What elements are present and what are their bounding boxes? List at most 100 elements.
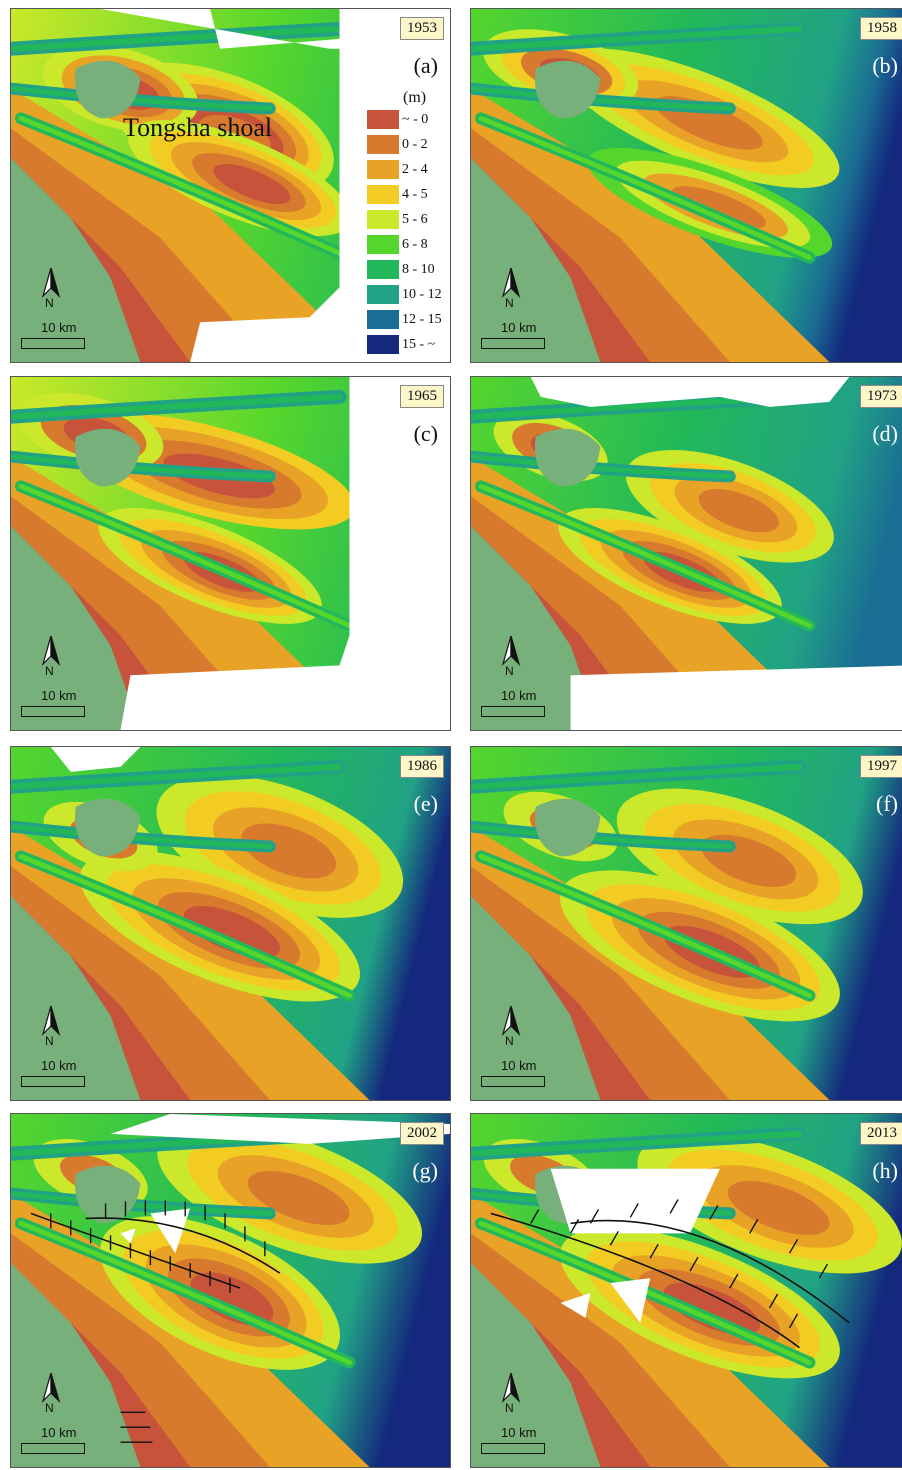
north-arrow-icon bbox=[501, 1372, 521, 1404]
legend-swatch bbox=[367, 285, 399, 304]
dike-line bbox=[85, 1217, 281, 1274]
panel-letter: (e) bbox=[413, 791, 438, 816]
map-panel-1953: 1953 (a) Tongsha shoal (m) ~ - 0 0 - 2 2 -… bbox=[10, 8, 451, 363]
groin-tick bbox=[530, 1209, 540, 1224]
legend-label: 12 - 15 bbox=[402, 311, 442, 327]
north-arrow: N bbox=[499, 1371, 523, 1419]
scale-label: 10 km bbox=[41, 688, 77, 703]
legend-label: 8 - 10 bbox=[402, 261, 435, 277]
north-arrow-icon bbox=[41, 1372, 61, 1404]
north-label: N bbox=[505, 664, 514, 678]
shoal-zone bbox=[698, 489, 779, 533]
no-data-area bbox=[530, 377, 850, 407]
bathymetry-svg bbox=[471, 747, 902, 1100]
legend-label: 2 - 4 bbox=[402, 161, 428, 177]
legend-item: 5 - 6 bbox=[367, 207, 450, 232]
scale-bar: 10 km bbox=[481, 1058, 551, 1092]
groin-tick bbox=[629, 1203, 639, 1218]
north-label: N bbox=[45, 1401, 54, 1415]
groin-tick bbox=[669, 1199, 679, 1214]
south-channel bbox=[18, 853, 352, 999]
south-channel bbox=[18, 483, 352, 629]
north-channel bbox=[11, 393, 343, 420]
north-arrow: N bbox=[499, 634, 523, 682]
north-arrow-icon bbox=[41, 1005, 61, 1037]
middle-channel bbox=[471, 86, 733, 111]
map-panel-1997: 1997 (f) N 10 km bbox=[470, 746, 902, 1101]
depth-legend: (m) ~ - 0 0 - 2 2 - 4 4 - 5 5 - 6 6 - 8 8 - 10… bbox=[367, 89, 450, 357]
map-panel-1965: 1965 (c) N 10 km bbox=[10, 376, 451, 731]
north-label: N bbox=[505, 1401, 514, 1415]
shoal-zone bbox=[247, 1171, 350, 1225]
panel-letter: (h) bbox=[872, 1158, 898, 1183]
bathymetry-svg bbox=[471, 377, 902, 730]
legend-label: ~ - 0 bbox=[402, 111, 429, 127]
legend-swatch bbox=[367, 210, 399, 229]
dike-line bbox=[30, 1212, 241, 1289]
year-label: 1986 bbox=[400, 755, 444, 778]
map-panel-1973: 1973 (d) N 10 km bbox=[470, 376, 902, 731]
no-data-area bbox=[610, 1278, 651, 1323]
legend-label: 15 - ~ bbox=[402, 336, 436, 352]
no-data-area bbox=[100, 9, 450, 362]
island-land bbox=[534, 798, 601, 857]
bathymetry-svg bbox=[11, 1114, 450, 1467]
legend-item: 12 - 15 bbox=[367, 307, 450, 332]
legend-swatch bbox=[367, 335, 399, 354]
map-panel-2013: 2013 (h) N 10 km bbox=[470, 1113, 902, 1468]
scale-label: 10 km bbox=[501, 688, 537, 703]
north-channel bbox=[11, 25, 343, 52]
legend-item: 2 - 4 bbox=[367, 157, 450, 182]
scale-bar: 10 km bbox=[481, 1425, 551, 1459]
north-channel bbox=[11, 763, 343, 790]
scale-bar: 10 km bbox=[21, 1058, 91, 1092]
year-label: 1953 bbox=[400, 17, 444, 40]
mainland-land bbox=[471, 526, 601, 730]
map-panel-2002: 2002 (g) N 10 km bbox=[10, 1113, 451, 1468]
south-channel bbox=[18, 1220, 352, 1366]
legend-swatch bbox=[367, 310, 399, 329]
north-channel bbox=[471, 763, 803, 790]
legend-swatch bbox=[367, 110, 399, 129]
scale-label: 10 km bbox=[501, 320, 537, 335]
groin-tick bbox=[709, 1205, 719, 1220]
mainland-land bbox=[471, 896, 601, 1100]
scale-bar: 10 km bbox=[21, 320, 91, 354]
north-label: N bbox=[505, 296, 514, 310]
scale-bar: 10 km bbox=[21, 688, 91, 722]
north-channel bbox=[471, 25, 803, 52]
south-channel bbox=[18, 115, 352, 261]
map-panel-1986: 1986 (e) N 10 km bbox=[10, 746, 451, 1101]
legend-label: 4 - 5 bbox=[402, 186, 428, 202]
groin-tick bbox=[729, 1273, 739, 1289]
groin-tick bbox=[788, 1238, 799, 1254]
north-label: N bbox=[45, 1034, 54, 1048]
map-panel-1958: 1958 (b) N 10 km bbox=[470, 8, 902, 363]
middle-channel bbox=[11, 86, 273, 111]
north-arrow-icon bbox=[501, 267, 521, 299]
bathymetry-svg bbox=[11, 9, 450, 362]
year-label: 2002 bbox=[400, 1122, 444, 1145]
scale-bar: 10 km bbox=[481, 688, 551, 722]
legend-item: 4 - 5 bbox=[367, 182, 450, 207]
island-land bbox=[74, 60, 141, 119]
groin-tick bbox=[609, 1230, 619, 1246]
island-land bbox=[74, 1165, 141, 1224]
north-arrow: N bbox=[39, 1004, 63, 1052]
island-land bbox=[74, 798, 141, 857]
legend-item: 10 - 12 bbox=[367, 282, 450, 307]
island-land bbox=[534, 60, 601, 119]
legend-unit: (m) bbox=[403, 89, 427, 106]
legend-item: 8 - 10 bbox=[367, 257, 450, 282]
south-channel bbox=[478, 853, 812, 999]
scale-bar: 10 km bbox=[481, 320, 551, 354]
dike-line bbox=[570, 1219, 850, 1324]
year-label: 1973 bbox=[860, 385, 902, 408]
legend-swatch bbox=[367, 235, 399, 254]
south-channel bbox=[478, 115, 812, 261]
no-data-area bbox=[570, 665, 902, 730]
scale-label: 10 km bbox=[501, 1058, 537, 1073]
no-data-area bbox=[150, 1208, 191, 1254]
north-channel bbox=[471, 1130, 803, 1157]
south-channel bbox=[478, 483, 812, 629]
